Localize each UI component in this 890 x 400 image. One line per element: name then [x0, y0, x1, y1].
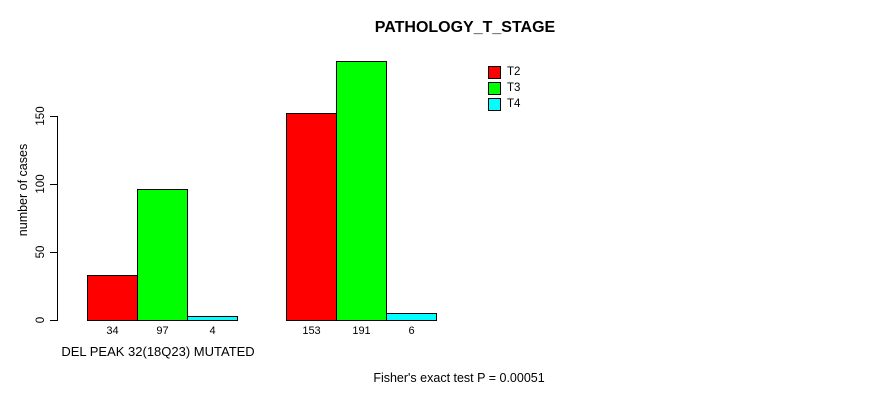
y-tick-mark-100 [50, 184, 57, 185]
legend-label-t3: T3 [507, 82, 521, 94]
bar-value-label-t2-group1: 34 [106, 325, 119, 337]
legend-label-t4: T4 [507, 98, 521, 110]
bar-value-label-t3-group2: 191 [352, 325, 371, 337]
y-tick-label-150: 150 [35, 106, 47, 126]
legend-swatch-t2 [488, 66, 501, 79]
y-axis-label: number of cases [16, 143, 30, 237]
y-axis-line [57, 116, 58, 321]
bar-t2-group1 [87, 275, 138, 321]
y-tick-label-100: 100 [35, 174, 47, 194]
legend-swatch-t4 [488, 98, 501, 111]
y-tick-label-0: 0 [35, 316, 47, 324]
bar-t3-group1 [137, 189, 188, 321]
legend-label-t2: T2 [507, 66, 521, 78]
y-tick-mark-50 [50, 252, 57, 253]
y-tick-mark-0 [50, 320, 57, 321]
bar-t2-group2 [286, 113, 337, 321]
y-tick-mark-150 [50, 116, 57, 117]
fisher-test-annotation: Fisher's exact test P = 0.00051 [373, 371, 545, 385]
legend-item-t4: T4 [488, 98, 520, 111]
bar-t4-group1 [187, 316, 238, 321]
legend: T2 T3 T4 [488, 66, 520, 111]
bar-value-label-t4-group1: 4 [209, 325, 216, 337]
bar-value-label-t4-group2: 6 [408, 325, 415, 337]
legend-item-t3: T3 [488, 82, 520, 95]
y-tick-label-50: 50 [35, 245, 47, 259]
bar-value-label-t2-group2: 153 [302, 325, 321, 337]
legend-item-t2: T2 [488, 66, 520, 79]
bar-value-label-t3-group1: 97 [156, 325, 169, 337]
legend-swatch-t3 [488, 82, 501, 95]
x-group-label: DEL PEAK 32(18Q23) MUTATED [61, 344, 255, 359]
bar-t4-group2 [386, 313, 437, 321]
chart-title: PATHOLOGY_T_STAGE [374, 19, 556, 36]
bar-t3-group2 [336, 61, 387, 321]
